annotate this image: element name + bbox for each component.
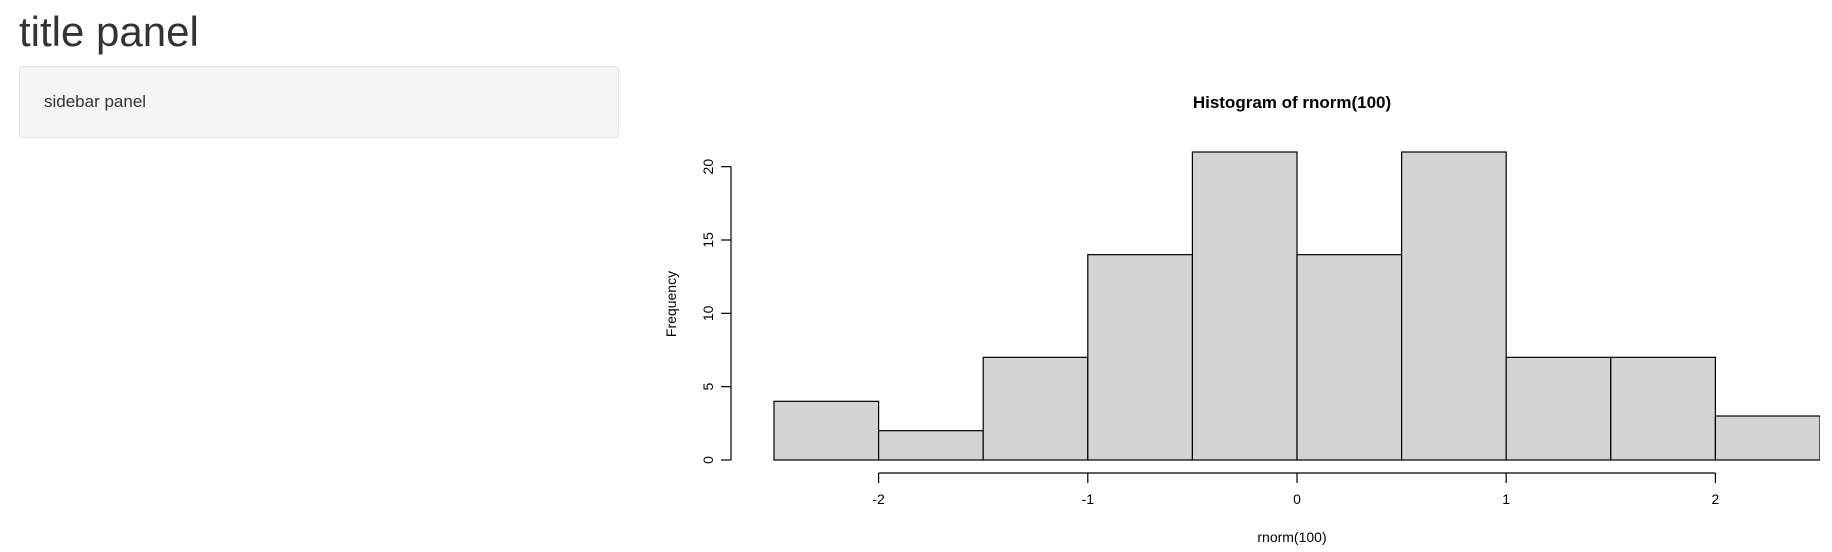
page-title: title panel [19,8,199,55]
histogram-bar [1400,151,1507,461]
y-axis: 0 5 10 15 20 [700,159,732,464]
y-axis-label: Frequency [663,271,679,337]
y-tick-label: 15 [700,232,716,248]
x-tick-label: -1 [1082,491,1095,507]
histogram-bar [1610,356,1716,461]
histogram-bar [1714,415,1820,461]
x-axis: -2 -1 0 1 2 [872,472,1720,507]
y-tick-label: 10 [700,305,716,321]
chart-title: Histogram of rnorm(100) [1193,93,1391,112]
histogram-bar [1191,151,1298,461]
sidebar-panel-text: sidebar panel [44,92,147,111]
x-tick-label: -2 [872,491,885,507]
histogram-bar [1087,254,1193,461]
histogram-bar [878,430,984,461]
x-tick-label: 0 [1293,491,1301,507]
y-tick-label: 0 [700,456,716,464]
histogram-bar [982,356,1089,461]
histogram-bar [1296,254,1403,461]
histogram-plot: Histogram of rnorm(100) rnorm(100) Frequ… [663,93,1820,545]
histogram-bar [773,400,880,461]
sidebar-panel: sidebar panel [19,66,619,138]
histogram-bar [1505,356,1612,461]
x-tick-label: 1 [1502,491,1510,507]
y-tick-label: 20 [700,159,716,175]
y-tick-label: 5 [700,383,716,391]
x-axis-label: rnorm(100) [1257,529,1326,545]
x-tick-label: 2 [1712,491,1720,507]
histogram-bars [773,151,1820,461]
